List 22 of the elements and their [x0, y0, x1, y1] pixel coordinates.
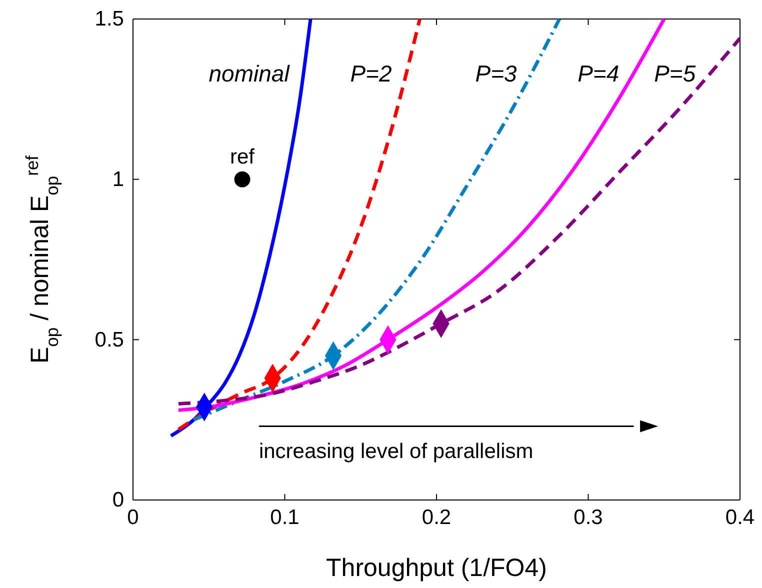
series-label: nominal	[208, 60, 290, 87]
line-series	[192, 19, 562, 422]
annotation: increasing level of parallelism	[258, 440, 534, 464]
point	[234, 171, 250, 188]
line-series	[176, 19, 422, 432]
series-label: P=5	[654, 60, 696, 87]
y-tick-label: 0	[112, 488, 124, 512]
line-series	[169, 19, 312, 438]
x-tick-label: 0.3	[574, 506, 603, 529]
x-tick-label: 0.2	[422, 506, 452, 529]
x-tick-label: 0.4	[725, 506, 755, 529]
line-series	[176, 36, 740, 406]
y-tick-label: 0.5	[94, 328, 124, 352]
series-label: P=3	[475, 60, 518, 87]
y-tick-label: 1	[112, 168, 124, 192]
y-tick-label: 1.5	[94, 8, 124, 31]
series-label: P=2	[350, 60, 392, 87]
x-tick-label: 0.1	[270, 506, 300, 529]
x-tick-label: 0	[127, 506, 139, 529]
series-label: ref	[230, 145, 255, 168]
x-axis-title: Throughput (1/FO4)	[326, 554, 547, 582]
series-label: P=4	[578, 60, 620, 87]
